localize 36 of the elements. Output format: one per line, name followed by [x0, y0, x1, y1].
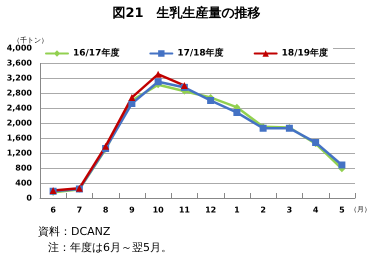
x-tick-label: 12	[205, 206, 216, 214]
x-tick-label: 4	[312, 206, 319, 214]
x-tick-label: 3	[286, 206, 292, 214]
x-tick-label: 1	[234, 206, 240, 214]
y-tick-label: 3,200	[6, 74, 32, 82]
x-tick-label: 9	[129, 206, 136, 214]
y-tick-label: 2,400	[6, 104, 32, 112]
point	[102, 142, 110, 150]
point	[154, 78, 162, 86]
y-tick-label: 3,600	[6, 58, 32, 68]
x-tick-label: 11	[178, 206, 190, 214]
legend-label: 18/19年度	[282, 48, 328, 58]
y-tick-label: 1,200	[6, 148, 32, 158]
point	[207, 97, 214, 104]
legend-label: 17/18年度	[177, 48, 224, 58]
point	[154, 70, 162, 78]
y-tick-label: 2,800	[6, 88, 32, 98]
point	[233, 109, 240, 116]
y-tick-label: 0	[26, 194, 32, 202]
legend-label: 16/17年度	[72, 48, 120, 58]
point	[128, 94, 136, 101]
text: 資料：DCANZ	[38, 225, 111, 238]
x-tick-label: 8	[102, 206, 109, 214]
y-tick-label: 400	[15, 178, 32, 188]
point	[338, 162, 346, 168]
x-tick-label: 2	[260, 206, 266, 214]
y-tick-label: 2,000	[6, 118, 32, 128]
y-tick-label: 1,600	[6, 134, 32, 142]
x-tick-label: 5	[339, 206, 346, 214]
y-tick-label: 800	[15, 164, 32, 172]
x-tick-label: 6	[50, 206, 56, 214]
x-tick-label: 7	[76, 206, 82, 214]
text: 注：年度は6月～翌5月。	[48, 241, 172, 254]
chart-title: 図21 生乳生産量の推移	[112, 5, 261, 21]
y-tick-label: 4,000	[6, 44, 32, 52]
x-tick-label: 10	[152, 206, 164, 214]
